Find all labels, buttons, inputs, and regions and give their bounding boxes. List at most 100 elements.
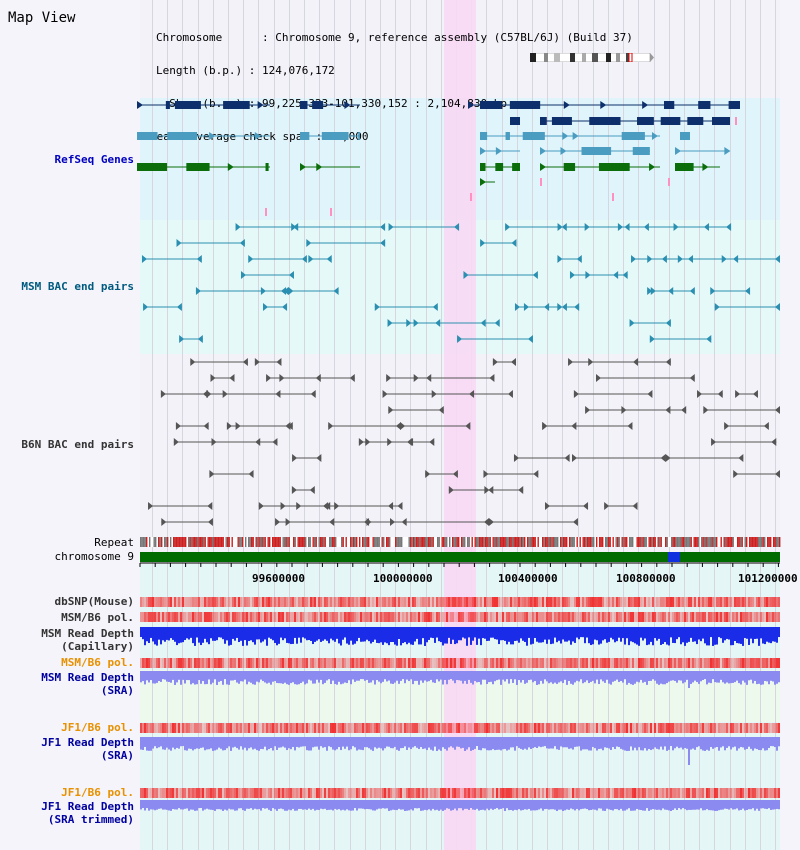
msm-b6-pol-sra-cell <box>562 658 564 668</box>
jf1-b6-pol-cell <box>288 723 290 733</box>
gene-exon <box>711 117 730 125</box>
dbsnp-cell <box>358 597 360 607</box>
jf1-trim-depth-bar <box>174 800 176 810</box>
jf1-sra-depth-bar <box>610 737 612 750</box>
msm-sra-depth-bar <box>180 671 182 685</box>
msm-depth-capillary-label-1[interactable]: MSM Read Depth <box>41 627 134 640</box>
jf1-b6-pol-cell <box>494 723 496 733</box>
jf1-b6-pol-cell <box>378 723 380 733</box>
jf1-b6-pol-cell <box>668 723 670 733</box>
msm-sra-depth-bar <box>158 671 160 682</box>
jf1-b6-pol-trim-cell <box>468 788 470 798</box>
msm-b6-pol-sra-cell <box>280 658 282 668</box>
jf1-b6-pol-trim-cell <box>446 788 448 798</box>
b6n-bac-end <box>492 358 498 366</box>
msm-b6-pol-sra-cell <box>776 658 778 668</box>
msm-b6-pol-cell <box>414 612 416 622</box>
msm-sra-depth-bar <box>204 671 206 685</box>
gene-arrow <box>724 147 731 155</box>
msm-b6-pol-sra-cell <box>566 658 568 668</box>
jf1-trim-depth-bar <box>764 800 766 809</box>
msm-capillary-depth-bar <box>718 627 720 638</box>
repeat-mark <box>353 537 355 547</box>
msm-b6-pol-sra-cell <box>720 658 722 668</box>
msm-b6-pol-sra-cell <box>772 658 774 668</box>
msm-bac-end <box>673 223 679 231</box>
msm-b6-pol-cell <box>596 612 598 622</box>
selected-region-highlight[interactable] <box>444 0 476 850</box>
b6n-bac-label[interactable]: B6N BAC end pairs <box>21 438 134 451</box>
dbsnp-cell <box>456 597 458 607</box>
jf1-b6-pol-trim-cell <box>426 788 428 798</box>
repeat-mark <box>215 537 217 547</box>
msm-b6-pol-sra-cell <box>616 658 618 668</box>
msm-b6-pol-cell <box>568 612 570 622</box>
jf1-b6-pol-trim-label[interactable]: JF1/B6 pol. <box>61 786 134 799</box>
dbsnp-cell <box>758 597 760 607</box>
jf1-trim-depth-bar <box>316 800 318 810</box>
repeat-mark <box>554 537 556 547</box>
dbsnp-cell <box>380 597 382 607</box>
repeat-mark <box>209 537 211 547</box>
msm-sra-depth-bar <box>432 671 434 683</box>
jf1-sra-depth-bar <box>778 737 780 747</box>
dbsnp-cell <box>256 597 258 607</box>
jf1-b6-pol-cell <box>620 723 622 733</box>
msm-capillary-depth-bar <box>422 627 424 639</box>
refseq-genes-label[interactable]: RefSeq Genes <box>54 153 134 166</box>
jf1-depth-sra-label-1[interactable]: JF1 Read Depth <box>41 736 134 749</box>
msm-b6-pol-cell <box>450 612 452 622</box>
msm-capillary-depth-bar <box>340 627 342 646</box>
msm-b6-pol-sra-cell <box>228 658 230 668</box>
msm-b6-pol-cell <box>270 612 272 622</box>
jf1-depth-trim-label-1[interactable]: JF1 Read Depth <box>41 800 134 813</box>
dbsnp-cell <box>284 597 286 607</box>
grid-line <box>441 0 442 850</box>
msm-capillary-depth-bar <box>170 627 172 639</box>
repeat-mark <box>401 537 403 547</box>
jf1-b6-pol-trim-cell <box>310 788 312 798</box>
msm-b6-pol-label[interactable]: MSM/B6 pol. <box>61 611 134 624</box>
msm-b6-pol-cell <box>220 612 222 622</box>
msm-b6-pol-cell <box>480 612 482 622</box>
b6n-bac-end <box>724 422 730 430</box>
jf1-sra-depth-bar <box>334 737 336 751</box>
jf1-trim-depth-bar <box>628 800 630 809</box>
grid-line <box>562 0 563 850</box>
jf1-trim-depth-bar <box>734 800 736 810</box>
jf1-b6-pol-cell <box>518 723 520 733</box>
msm-depth-sra-label-1[interactable]: MSM Read Depth <box>41 671 134 684</box>
jf1-trim-depth-bar <box>304 800 306 810</box>
jf1-b6-pol-trim-cell <box>172 788 174 798</box>
dbsnp-cell <box>148 597 150 607</box>
msm-b6-pol-sra-cell <box>288 658 290 668</box>
msm-sra-depth-bar <box>634 671 636 684</box>
msm-sra-depth-bar <box>594 671 596 684</box>
msm-b6-pol-cell <box>510 612 512 622</box>
jf1-trim-depth-bar <box>732 800 734 810</box>
msm-b6-pol-sra-cell <box>476 658 478 668</box>
jf1-trim-depth-bar <box>474 800 476 810</box>
msm-sra-depth-bar <box>282 671 284 684</box>
jf1-b6-pol-trim-cell <box>450 788 452 798</box>
b6n-bac-end <box>738 454 744 462</box>
jf1-b6-pol-trim-cell <box>208 788 210 798</box>
jf1-sra-depth-bar <box>630 737 632 747</box>
dbsnp-cell <box>726 597 728 607</box>
msm-b6-pol-sra-label[interactable]: MSM/B6 pol. <box>61 656 134 669</box>
b6n-bac-end <box>681 406 687 414</box>
jf1-b6-pol-trim-cell <box>606 788 608 798</box>
jf1-b6-pol-cell <box>442 723 444 733</box>
msm-b6-pol-sra-cell <box>744 658 746 668</box>
jf1-trim-depth-bar <box>202 800 204 811</box>
jf1-b6-pol-label[interactable]: JF1/B6 pol. <box>61 721 134 734</box>
jf1-sra-depth-bar <box>710 737 712 748</box>
msm-sra-depth-bar <box>272 671 274 682</box>
msm-sra-depth-bar <box>214 671 216 680</box>
dbsnp-label[interactable]: dbSNP(Mouse) <box>54 595 134 608</box>
jf1-sra-depth-bar <box>708 737 710 751</box>
msm-b6-pol-sra-cell <box>748 658 750 668</box>
msm-bac-label[interactable]: MSM BAC end pairs <box>21 280 134 293</box>
chromosome-ideogram[interactable] <box>530 53 654 62</box>
